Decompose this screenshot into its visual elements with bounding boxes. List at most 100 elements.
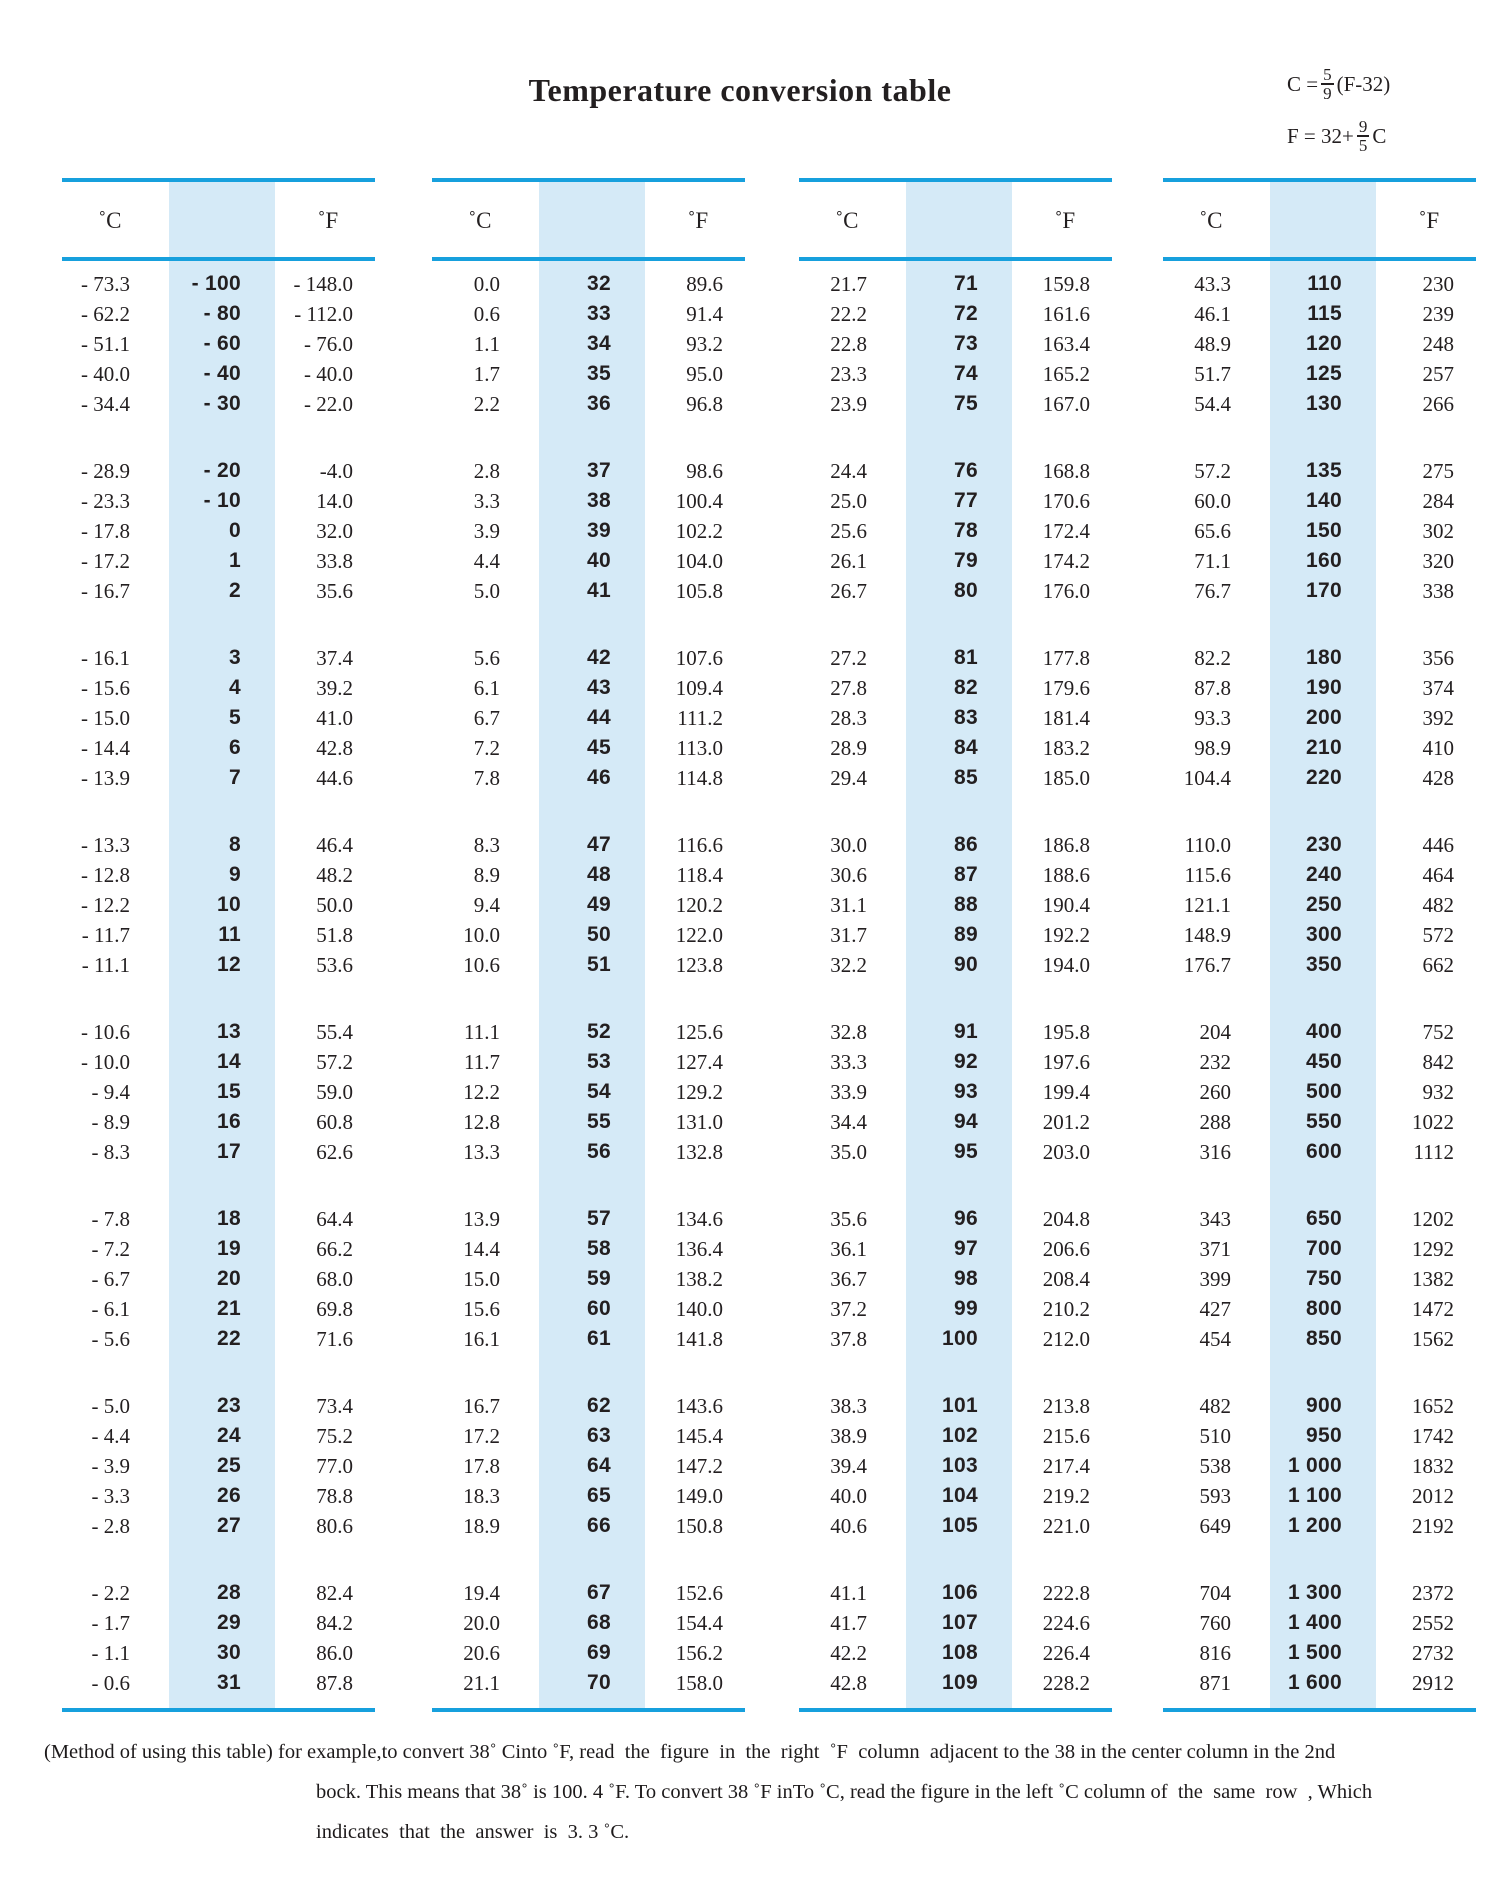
cell-base-value: 14 bbox=[217, 1050, 241, 1073]
cell-base-value: 78 bbox=[954, 519, 978, 542]
cell-fahrenheit: 257 bbox=[1422, 362, 1455, 386]
cell-celsius: 60.0 bbox=[1194, 489, 1231, 513]
bottom-rule bbox=[432, 1708, 745, 1712]
cell-fahrenheit: 392 bbox=[1422, 706, 1455, 730]
header-celsius-label: ˚C bbox=[98, 208, 122, 233]
cell-base-value: 150 bbox=[1306, 519, 1342, 542]
table-row: 32.8 91 195.8 bbox=[799, 1017, 1112, 1047]
cell-fahrenheit: 134.6 bbox=[675, 1207, 723, 1231]
cell-base-value: 350 bbox=[1306, 953, 1342, 976]
cell-fahrenheit: 186.8 bbox=[1042, 833, 1090, 857]
cell-base-value: 1 600 bbox=[1287, 1671, 1342, 1694]
cell-fahrenheit: 1832 bbox=[1412, 1454, 1454, 1478]
cell-celsius: 454 bbox=[1199, 1327, 1232, 1351]
cell-fahrenheit: 183.2 bbox=[1042, 736, 1090, 760]
table-row: - 10.6 13 55.4 bbox=[62, 1017, 375, 1047]
cell-base-value: 0 bbox=[229, 519, 241, 542]
cell-celsius: 538 bbox=[1199, 1454, 1232, 1478]
cell-celsius: 871 bbox=[1199, 1671, 1232, 1695]
header-fahrenheit-label: ˚F bbox=[1054, 208, 1076, 233]
cell-fahrenheit: 239 bbox=[1422, 302, 1455, 326]
cell-fahrenheit: 48.2 bbox=[316, 863, 353, 887]
cell-celsius: 18.9 bbox=[463, 1514, 500, 1538]
table-group: ˚C ˚F 0.0 32 89.6 0.6 33 91.4 1.1 34 93.2 1.7 35 95.0… bbox=[432, 178, 745, 1712]
cell-base-value: 130 bbox=[1306, 392, 1342, 415]
cell-fahrenheit: 109.4 bbox=[675, 676, 723, 700]
table-row: 42.8 109 228.2 bbox=[799, 1668, 1112, 1698]
cell-celsius: - 28.9 bbox=[81, 459, 130, 483]
cell-base-value: 82 bbox=[954, 676, 978, 699]
table-row: 10.0 50 122.0 bbox=[432, 920, 745, 950]
row-block: 8.3 47 116.6 8.9 48 118.4 9.4 49 120.2 10.0 50 122.… bbox=[432, 830, 745, 980]
row-block: 19.4 67 152.6 20.0 68 154.4 20.6 69 156.2 21.1 70 1… bbox=[432, 1578, 745, 1698]
cell-base-value: 650 bbox=[1306, 1207, 1342, 1230]
cell-base-value: 4 bbox=[229, 676, 241, 699]
table-row: 0.6 33 91.4 bbox=[432, 299, 745, 329]
cell-base-value: 79 bbox=[954, 549, 978, 572]
cell-fahrenheit: 136.4 bbox=[675, 1237, 723, 1261]
table-row: 871 1 600 2912 bbox=[1163, 1668, 1476, 1698]
cell-base-value: 1 300 bbox=[1287, 1581, 1342, 1604]
cell-base-value: 10 bbox=[217, 893, 241, 916]
cell-celsius: - 8.9 bbox=[91, 1110, 131, 1134]
formula-rhs: C bbox=[1372, 123, 1387, 148]
table-row: 7.2 45 113.0 bbox=[432, 733, 745, 763]
cell-fahrenheit: 284 bbox=[1422, 489, 1455, 513]
cell-base-value: 11 bbox=[218, 923, 241, 946]
cell-fahrenheit: 107.6 bbox=[675, 646, 723, 670]
cell-fahrenheit: 127.4 bbox=[675, 1050, 723, 1074]
cell-fahrenheit: 64.4 bbox=[316, 1207, 353, 1231]
cell-celsius: 46.1 bbox=[1194, 302, 1231, 326]
cell-celsius: 8.9 bbox=[473, 863, 500, 887]
cell-celsius: 22.8 bbox=[830, 332, 867, 356]
row-block: 21.7 71 159.8 22.2 72 161.6 22.8 73 163.4 23.3 74 1… bbox=[799, 269, 1112, 419]
table-row: - 6.1 21 69.8 bbox=[62, 1294, 375, 1324]
table-row: 18.9 66 150.8 bbox=[432, 1511, 745, 1541]
cell-base-value: 18 bbox=[217, 1207, 241, 1230]
cell-fahrenheit: 66.2 bbox=[316, 1237, 353, 1261]
cell-fahrenheit: 123.8 bbox=[675, 953, 723, 977]
row-block: - 2.2 28 82.4 - 1.7 29 84.2 - 1.1 30 86.0 - 0.6 31… bbox=[62, 1578, 375, 1698]
cell-fahrenheit: 248 bbox=[1422, 332, 1455, 356]
cell-celsius: 5.6 bbox=[473, 646, 500, 670]
header-rule bbox=[1163, 257, 1476, 261]
cell-base-value: 19 bbox=[217, 1237, 241, 1260]
cell-fahrenheit: 156.2 bbox=[675, 1641, 723, 1665]
cell-base-value: 180 bbox=[1306, 646, 1342, 669]
cell-celsius: 30.6 bbox=[830, 863, 867, 887]
cell-base-value: 68 bbox=[587, 1611, 611, 1634]
cell-fahrenheit: 172.4 bbox=[1042, 519, 1090, 543]
row-block: 2.8 37 98.6 3.3 38 100.4 3.9 39 102.2 4.4 40 104.0 5… bbox=[432, 456, 745, 606]
cell-fahrenheit: 32.0 bbox=[316, 519, 353, 543]
cell-base-value: 140 bbox=[1306, 489, 1342, 512]
cell-celsius: - 6.1 bbox=[91, 1297, 131, 1321]
cell-base-value: 48 bbox=[587, 863, 611, 886]
cell-base-value: 43 bbox=[587, 676, 611, 699]
table-row: 8.3 47 116.6 bbox=[432, 830, 745, 860]
cell-celsius: - 3.9 bbox=[91, 1454, 131, 1478]
cell-celsius: - 1.7 bbox=[91, 1611, 131, 1635]
table-row: 23.9 75 167.0 bbox=[799, 389, 1112, 419]
cell-celsius: - 23.3 bbox=[81, 489, 130, 513]
cell-base-value: 97 bbox=[954, 1237, 978, 1260]
cell-base-value: 63 bbox=[587, 1424, 611, 1447]
table-row: 10.6 51 123.8 bbox=[432, 950, 745, 980]
cell-celsius: 482 bbox=[1199, 1394, 1232, 1418]
table-row: 35.0 95 203.0 bbox=[799, 1137, 1112, 1167]
cell-base-value: 1 200 bbox=[1287, 1514, 1342, 1537]
cell-base-value: 9 bbox=[229, 863, 241, 886]
table-row: - 28.9 - 20 -4.0 bbox=[62, 456, 375, 486]
cell-base-value: 200 bbox=[1306, 706, 1342, 729]
table-row: 31.7 89 192.2 bbox=[799, 920, 1112, 950]
table-group: ˚C ˚F - 73.3- 100- 148.0- 62.2- 80- 112.0-… bbox=[62, 178, 375, 1712]
cell-fahrenheit: 206.6 bbox=[1042, 1237, 1090, 1261]
cell-celsius: - 0.6 bbox=[91, 1671, 131, 1695]
cell-celsius: 121.1 bbox=[1183, 893, 1231, 917]
cell-celsius: 35.0 bbox=[830, 1140, 867, 1164]
table-row: 36.1 97 206.6 bbox=[799, 1234, 1112, 1264]
row-block: 5.6 42 107.6 6.1 43 109.4 6.7 44 111.2 7.2 45 113.0… bbox=[432, 643, 745, 793]
group-header: ˚C ˚F bbox=[799, 182, 1112, 257]
cell-base-value: 240 bbox=[1306, 863, 1342, 886]
cell-fahrenheit: 73.4 bbox=[316, 1394, 353, 1418]
cell-base-value: 61 bbox=[587, 1327, 611, 1350]
